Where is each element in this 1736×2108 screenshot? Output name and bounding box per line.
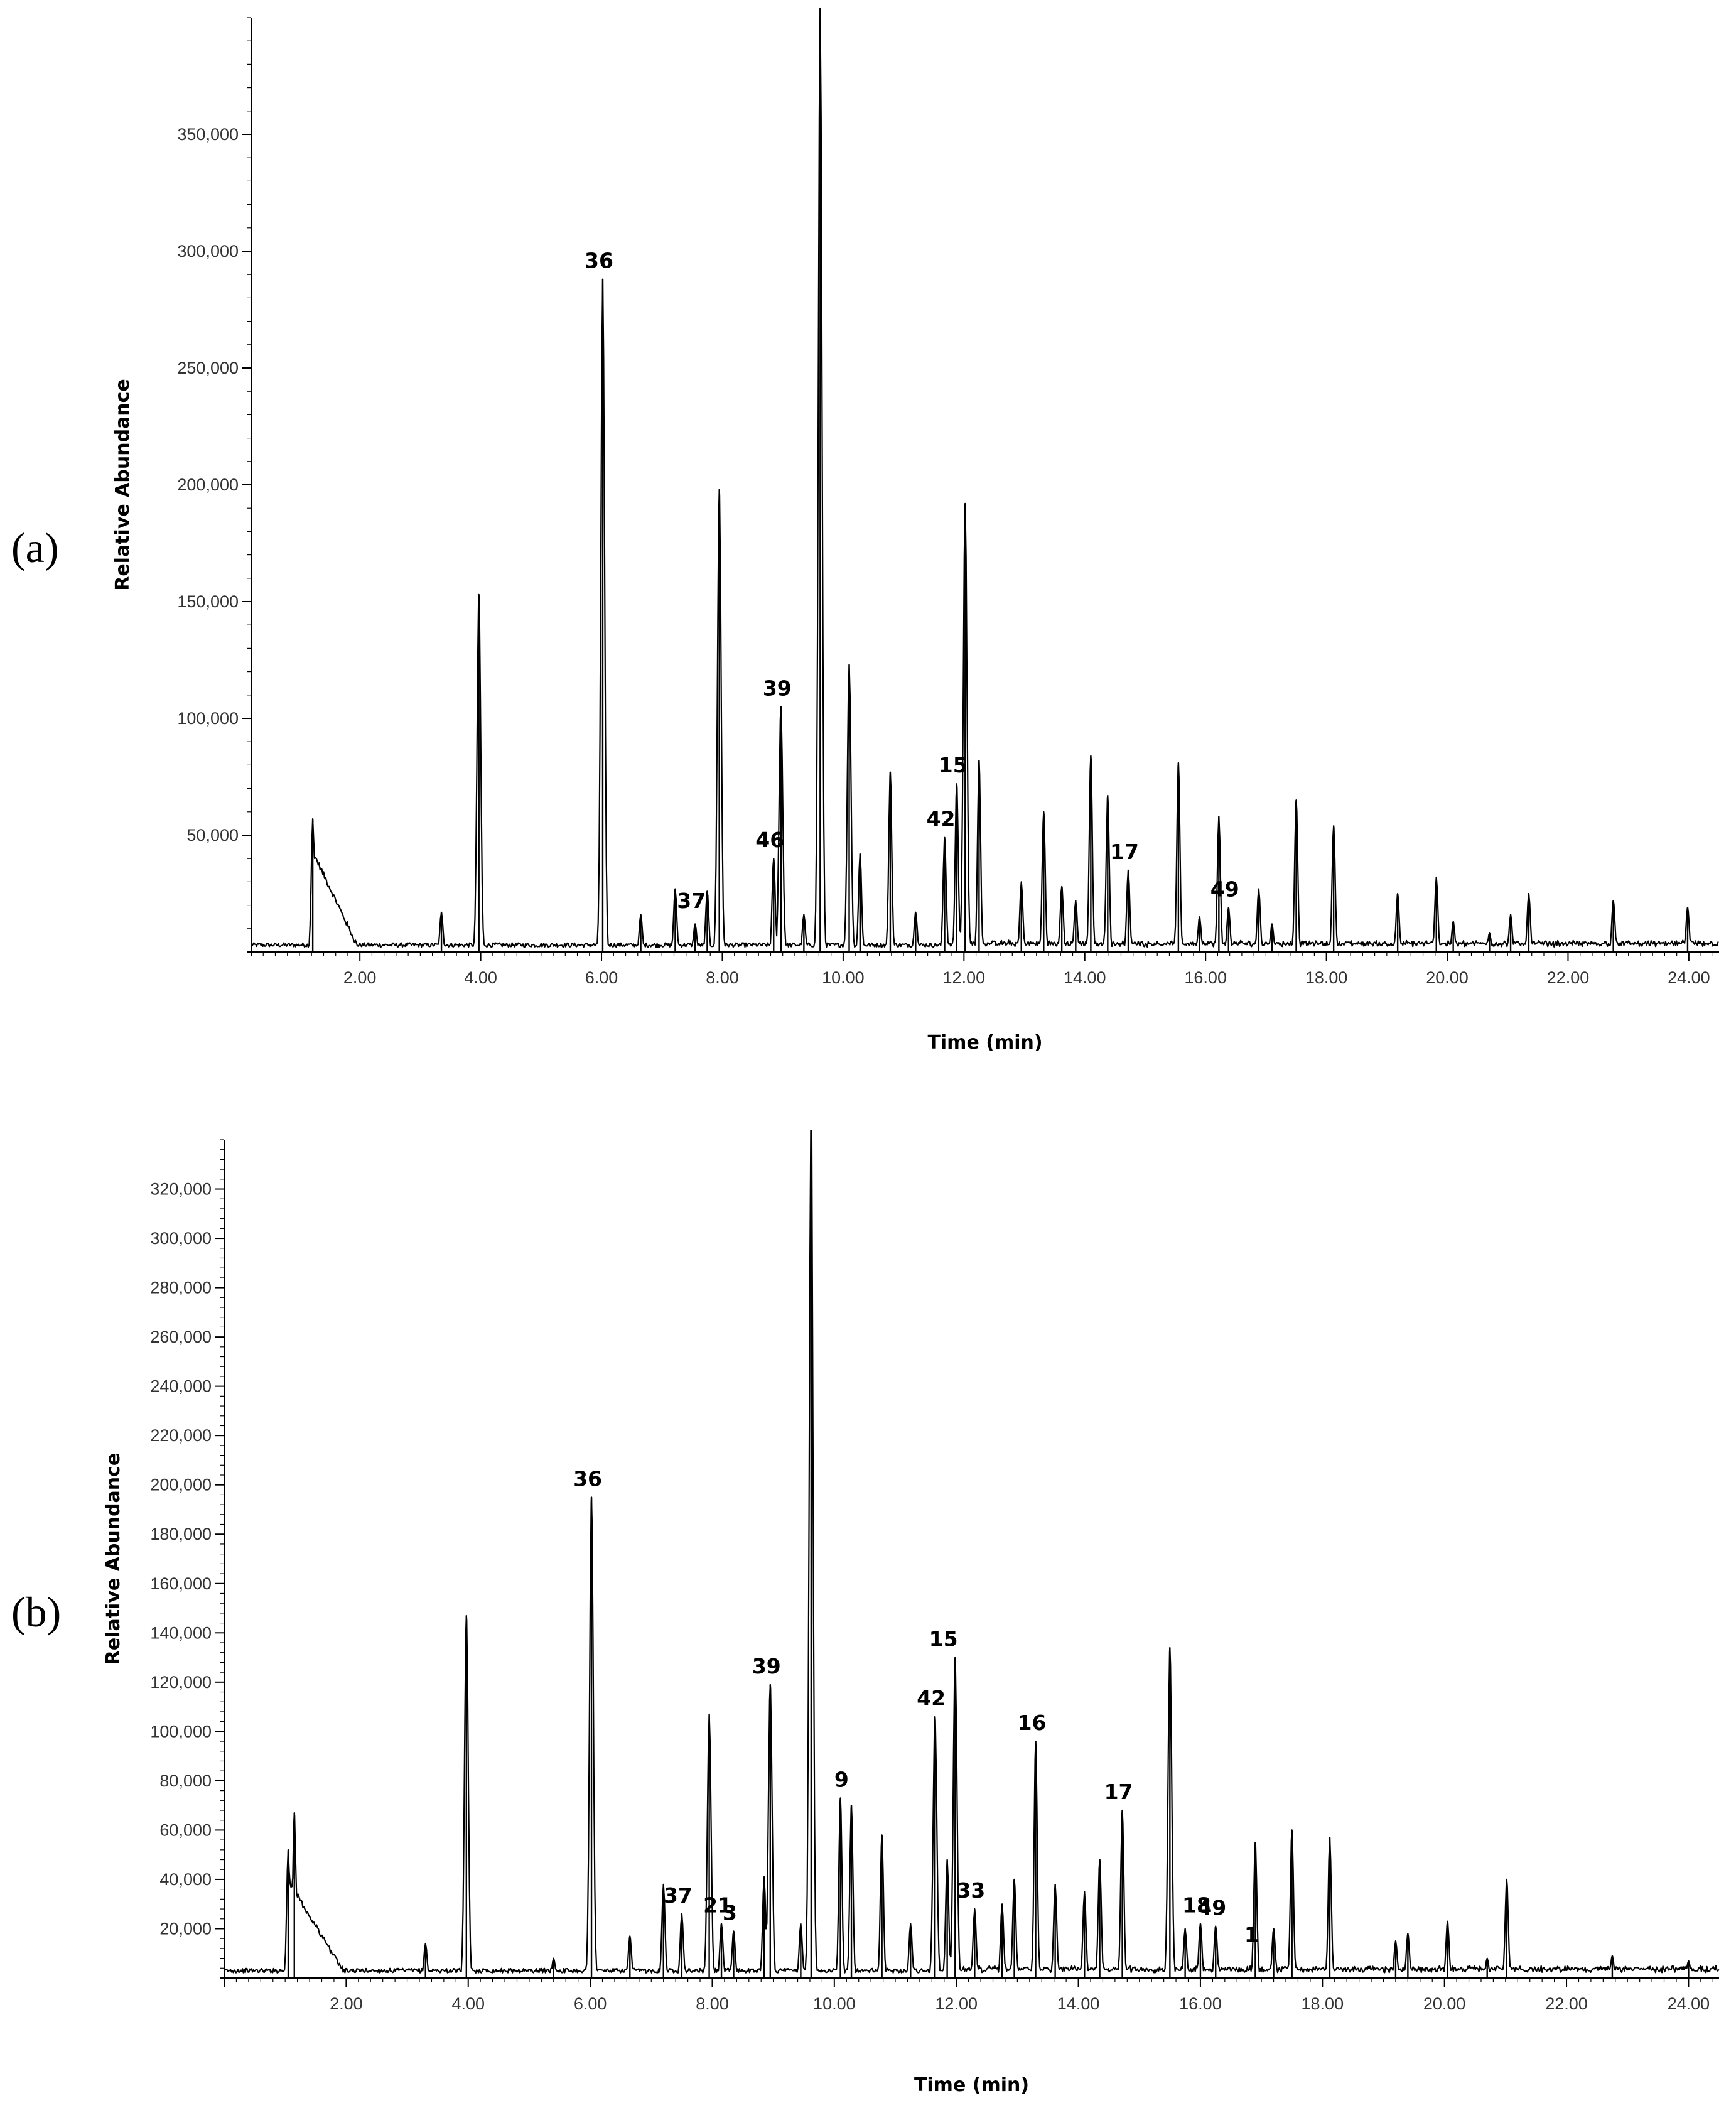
peak-label: 39: [763, 676, 792, 700]
peak-label: 1: [1244, 1923, 1259, 1947]
y-tick-label: 120,000: [150, 1673, 212, 1692]
x-tick-label: 20.00: [1426, 968, 1469, 987]
y-tick-label: 300,000: [177, 242, 239, 261]
x-tick-label: 4.00: [464, 968, 497, 987]
peak-label: 33: [956, 1878, 985, 1903]
peak-label: 36: [573, 1466, 602, 1491]
y-tick-label: 100,000: [177, 709, 239, 728]
chromatogram-trace: [224, 1129, 1720, 1974]
peak-label: 18: [1182, 1893, 1211, 1918]
y-tick-label: 60,000: [159, 1820, 212, 1839]
y-tick-label: 280,000: [150, 1278, 212, 1297]
peak-label: 49: [1197, 1896, 1226, 1920]
x-tick-label: 22.00: [1547, 968, 1590, 987]
peak-label: 39: [752, 1654, 781, 1678]
peak-label: 49: [1210, 877, 1239, 901]
peak-label: 3: [723, 1900, 737, 1925]
y-tick-label: 40,000: [159, 1870, 212, 1889]
x-tick-label: 18.00: [1305, 968, 1348, 987]
y-tick-label: 250,000: [177, 359, 239, 377]
peak-label: 15: [929, 1627, 958, 1651]
x-tick-label: 16.00: [1184, 968, 1227, 987]
x-tick-label: 10.00: [822, 968, 865, 987]
chromatogram-panel-b: (b) 20,000 40,000 60,000 80,000 100,000 120,00…: [11, 1129, 1720, 2096]
x-tick-label: 12.00: [935, 1994, 978, 2013]
chromatogram-trace: [251, 7, 1719, 948]
peak-label: 42: [917, 1686, 946, 1711]
x-axis-title: Time (min): [927, 1032, 1042, 1054]
x-tick-label: 24.00: [1668, 968, 1710, 987]
chromatogram-panel-a: (a) 50,000 100,000 150,000 200,000 250,000 300…: [11, 7, 1719, 1054]
x-tick-label: 2.00: [343, 968, 377, 987]
y-tick-label: 320,000: [150, 1180, 212, 1199]
y-tick-label: 200,000: [150, 1476, 212, 1495]
peak-label: 37: [664, 1883, 693, 1908]
y-tick-label: 240,000: [150, 1377, 212, 1396]
x-tick-label: 4.00: [451, 1994, 485, 2013]
y-axis-title: Relative Abundance: [112, 379, 134, 591]
y-tick-label: 160,000: [150, 1574, 212, 1593]
y-tick-label: 180,000: [150, 1525, 212, 1543]
peak-label: 17: [1104, 1780, 1133, 1804]
x-tick-label: 8.00: [706, 968, 739, 987]
y-tick-label: 150,000: [177, 592, 239, 611]
x-tick-label: 16.00: [1179, 1994, 1222, 2013]
y-tick-label: 50,000: [186, 826, 239, 845]
peak-label: 16: [1018, 1711, 1047, 1735]
peak-label: 46: [755, 828, 784, 852]
y-tick-label: 20,000: [159, 1919, 212, 1938]
y-tick-label: 200,000: [177, 475, 239, 494]
x-tick-label: 24.00: [1668, 1994, 1710, 2013]
y-tick-label: 350,000: [177, 125, 239, 144]
x-tick-label: 14.00: [1057, 1994, 1100, 2013]
peak-label: 21: [703, 1893, 732, 1918]
x-tick-label: 12.00: [943, 968, 986, 987]
x-tick-label: 2.00: [330, 1994, 363, 2013]
peak-label: 36: [585, 249, 613, 273]
x-tick-label: 20.00: [1423, 1994, 1466, 2013]
y-tick-label: 300,000: [150, 1229, 212, 1248]
y-tick-label: 220,000: [150, 1426, 212, 1445]
x-tick-label: 6.00: [585, 968, 618, 987]
y-tick-label: 260,000: [150, 1327, 212, 1346]
panel-label: (a): [11, 524, 58, 571]
panel-label: (b): [11, 1588, 61, 1636]
x-tick-label: 10.00: [813, 1994, 856, 2013]
peak-label: 9: [834, 1767, 849, 1792]
y-tick-label: 100,000: [150, 1722, 212, 1741]
x-tick-label: 18.00: [1302, 1994, 1344, 2013]
y-tick-label: 140,000: [150, 1623, 212, 1642]
x-tick-label: 22.00: [1545, 1994, 1588, 2013]
x-axis-title: Time (min): [914, 2074, 1029, 2096]
x-tick-label: 6.00: [574, 1994, 607, 2013]
peak-label: 42: [927, 807, 956, 831]
x-tick-label: 14.00: [1064, 968, 1106, 987]
x-tick-label: 8.00: [696, 1994, 729, 2013]
peak-label: 15: [939, 753, 968, 777]
y-axis-title: Relative Abundance: [102, 1453, 124, 1665]
y-tick-label: 80,000: [159, 1771, 212, 1790]
peak-label: 17: [1110, 840, 1139, 864]
peak-label: 37: [677, 889, 706, 913]
